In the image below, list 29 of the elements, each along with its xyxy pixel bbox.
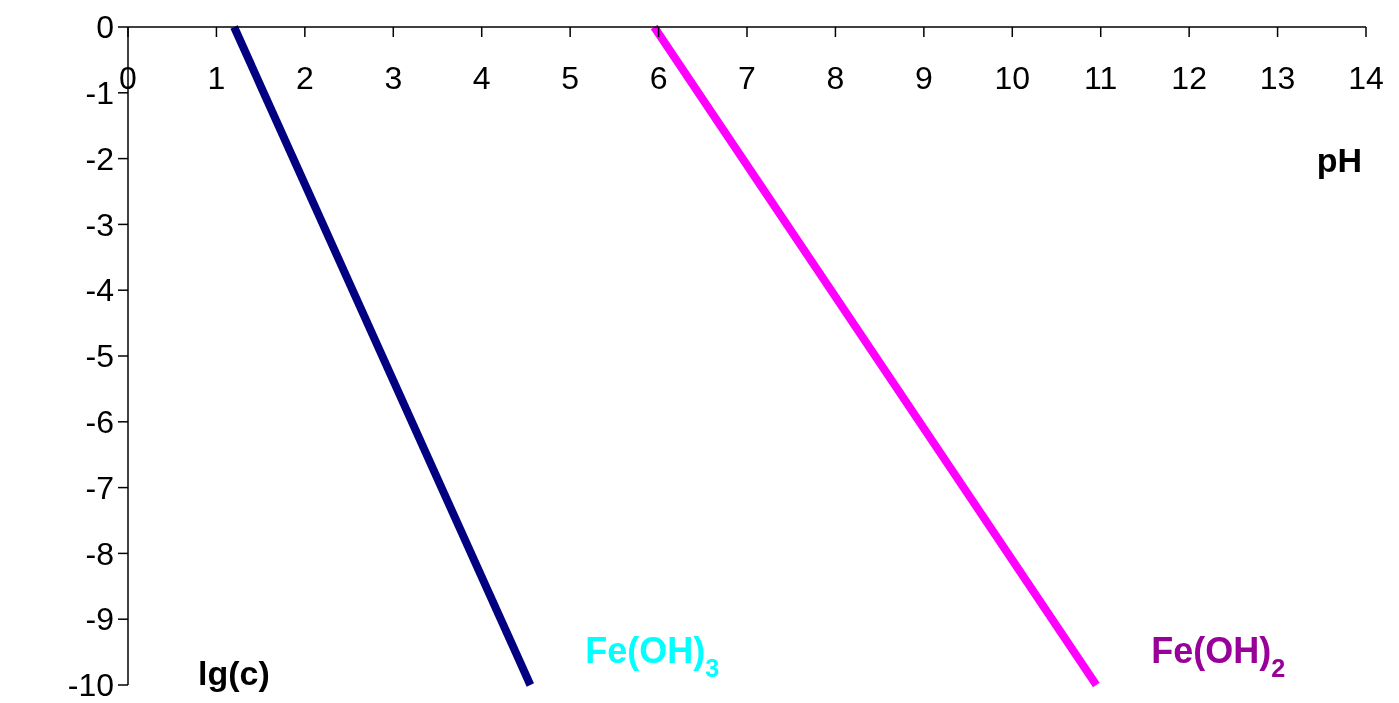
series-label: Fe(OH)$_{3}$ [585,630,720,682]
x-tick-label: 8 [826,60,845,96]
x-tick-label: 2 [295,60,314,96]
x-tick-label: 6 [649,60,668,96]
x-tick-label: 13 [1259,60,1296,96]
y-axis-title: lg(c) [198,654,270,692]
y-tick-label: -6 [85,404,114,440]
y-tick-label: -2 [85,140,114,177]
y-tick-label: -5 [85,338,114,375]
y-tick-label: -8 [85,535,114,572]
y-tick-label: -9 [85,601,114,638]
y-tick-label: 0 [96,9,114,46]
x-tick-label: 7 [738,60,756,96]
y-tick-label: -7 [85,469,114,506]
x-tick-label: 9 [914,60,933,96]
y-tick-label: -10 [67,667,114,703]
y-tick-label: -3 [85,206,114,243]
x-tick-label: 1 [207,60,226,96]
x-tick-label: 14 [1348,60,1384,96]
x-tick-label: 3 [384,60,403,96]
x-tick-label: 12 [1171,60,1207,96]
series-label: Fe(OH)$_{2}$ [1151,630,1286,682]
x-tick-label: 10 [994,60,1031,96]
y-tick-label: -1 [85,75,114,111]
x-tick-label: 5 [561,60,580,96]
y-tick-label: -4 [85,272,114,309]
x-axis-title: pH [1316,141,1362,179]
x-tick-label: 11 [1084,60,1118,96]
x-tick-label: 4 [472,60,491,96]
